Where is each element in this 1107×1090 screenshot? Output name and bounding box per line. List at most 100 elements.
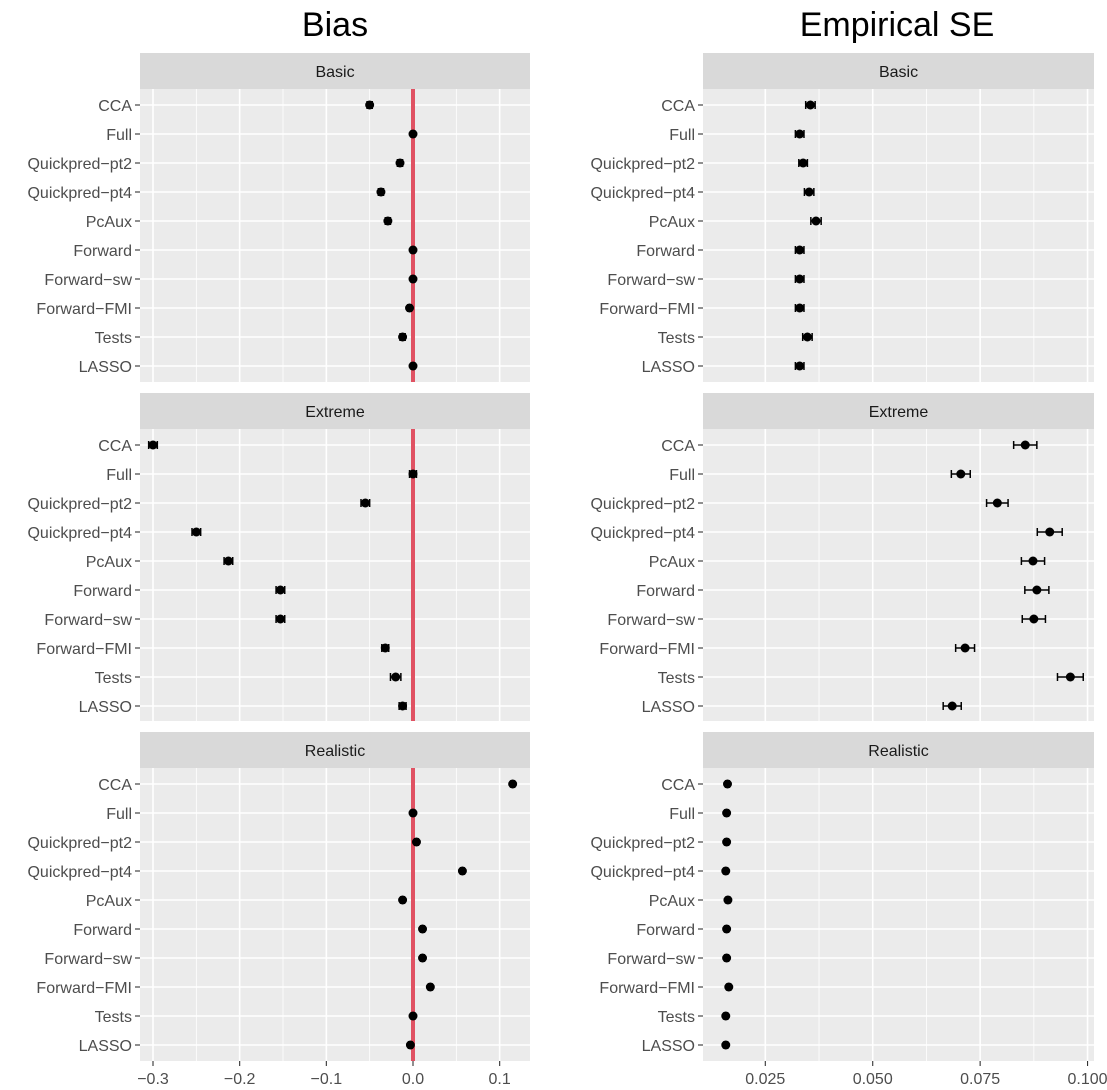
y-tick-label: Forward−FMI xyxy=(36,641,132,658)
y-tick-label: Quickpred−pt2 xyxy=(27,496,132,513)
y-tick-label: Quickpred−pt4 xyxy=(590,185,695,202)
data-point xyxy=(360,498,370,508)
facet-strip xyxy=(703,53,1094,89)
data-point xyxy=(721,866,731,876)
data-point xyxy=(408,129,418,139)
y-tick-label: CCA xyxy=(661,438,695,455)
facet-label: Extreme xyxy=(305,404,365,421)
facet-label: Realistic xyxy=(305,743,365,760)
data-point xyxy=(947,701,957,711)
panel-background xyxy=(703,89,1094,382)
data-point xyxy=(1032,585,1042,595)
data-point xyxy=(398,332,408,342)
data-point xyxy=(223,556,233,566)
data-point xyxy=(425,982,435,992)
y-tick-label: PcAux xyxy=(86,554,132,571)
data-point xyxy=(1028,556,1038,566)
y-tick-label: Forward xyxy=(73,922,132,939)
y-tick-label: Tests xyxy=(658,330,695,347)
panel-background xyxy=(140,429,530,721)
x-tick-label: 0.025 xyxy=(745,1071,785,1088)
data-point xyxy=(795,129,805,139)
data-point xyxy=(398,701,408,711)
data-point xyxy=(722,953,732,963)
data-point xyxy=(1029,614,1039,624)
y-tick-label: Forward xyxy=(636,922,695,939)
data-point xyxy=(1045,527,1055,537)
y-tick-label: Forward−sw xyxy=(607,272,695,289)
x-tick-label: 0.050 xyxy=(853,1071,893,1088)
data-point xyxy=(805,100,815,110)
data-point xyxy=(722,808,732,818)
y-tick-label: LASSO xyxy=(642,699,695,716)
y-tick-label: Forward xyxy=(73,243,132,260)
y-tick-label: LASSO xyxy=(642,359,695,376)
data-point xyxy=(408,1011,418,1021)
data-point xyxy=(418,924,428,934)
y-tick-label: Full xyxy=(669,467,695,484)
y-tick-label: CCA xyxy=(661,777,695,794)
y-tick-label: Forward xyxy=(636,583,695,600)
data-point xyxy=(408,808,418,818)
y-tick-label: Quickpred−pt2 xyxy=(27,156,132,173)
y-tick-label: Full xyxy=(669,806,695,823)
y-tick-label: CCA xyxy=(98,98,132,115)
data-point xyxy=(1020,440,1030,450)
y-tick-label: Forward xyxy=(73,583,132,600)
x-tick-label: −0.3 xyxy=(137,1071,169,1088)
panel-background xyxy=(703,768,1094,1061)
facet-label: Basic xyxy=(315,64,354,81)
x-tick-label: 0.075 xyxy=(960,1071,1000,1088)
y-tick-label: Tests xyxy=(658,670,695,687)
facet-strip xyxy=(703,732,1094,768)
x-tick-label: 0.1 xyxy=(489,1071,511,1088)
y-tick-label: Forward−FMI xyxy=(599,980,695,997)
y-tick-label: Full xyxy=(106,806,132,823)
data-point xyxy=(391,672,401,682)
data-point xyxy=(1065,672,1075,682)
y-tick-label: Forward−FMI xyxy=(36,301,132,318)
data-point xyxy=(795,303,805,313)
x-tick-label: 0.100 xyxy=(1068,1071,1107,1088)
y-tick-label: Forward−sw xyxy=(44,612,132,629)
data-point xyxy=(804,187,814,197)
y-tick-label: CCA xyxy=(98,777,132,794)
y-tick-label: Quickpred−pt2 xyxy=(27,835,132,852)
y-tick-label: Forward−FMI xyxy=(599,301,695,318)
data-point xyxy=(365,100,375,110)
y-tick-label: Quickpred−pt4 xyxy=(27,185,132,202)
data-point xyxy=(956,469,966,479)
data-point xyxy=(405,303,415,313)
y-tick-label: Tests xyxy=(95,1009,132,1026)
y-tick-label: Full xyxy=(106,467,132,484)
facet-strip xyxy=(140,732,530,768)
data-point xyxy=(408,245,418,255)
data-point xyxy=(380,643,390,653)
data-point xyxy=(405,1040,415,1050)
data-point xyxy=(992,498,1002,508)
data-point xyxy=(798,158,808,168)
facet-strip xyxy=(140,53,530,89)
y-tick-label: Quickpred−pt2 xyxy=(590,496,695,513)
data-point xyxy=(191,527,201,537)
data-point xyxy=(408,361,418,371)
y-tick-label: Full xyxy=(669,127,695,144)
y-tick-label: Quickpred−pt4 xyxy=(27,525,132,542)
data-point xyxy=(408,274,418,284)
y-tick-label: PcAux xyxy=(649,893,695,910)
data-point xyxy=(508,779,518,789)
y-tick-label: Tests xyxy=(658,1009,695,1026)
data-point xyxy=(408,469,418,479)
data-point xyxy=(398,895,408,905)
y-tick-label: Forward−FMI xyxy=(599,641,695,658)
y-tick-label: Forward xyxy=(636,243,695,260)
chart-title: Bias xyxy=(302,6,368,44)
y-tick-label: CCA xyxy=(98,438,132,455)
y-tick-label: Quickpred−pt2 xyxy=(590,835,695,852)
data-point xyxy=(795,274,805,284)
y-tick-label: LASSO xyxy=(642,1038,695,1055)
data-point xyxy=(411,837,421,847)
data-point xyxy=(275,585,285,595)
